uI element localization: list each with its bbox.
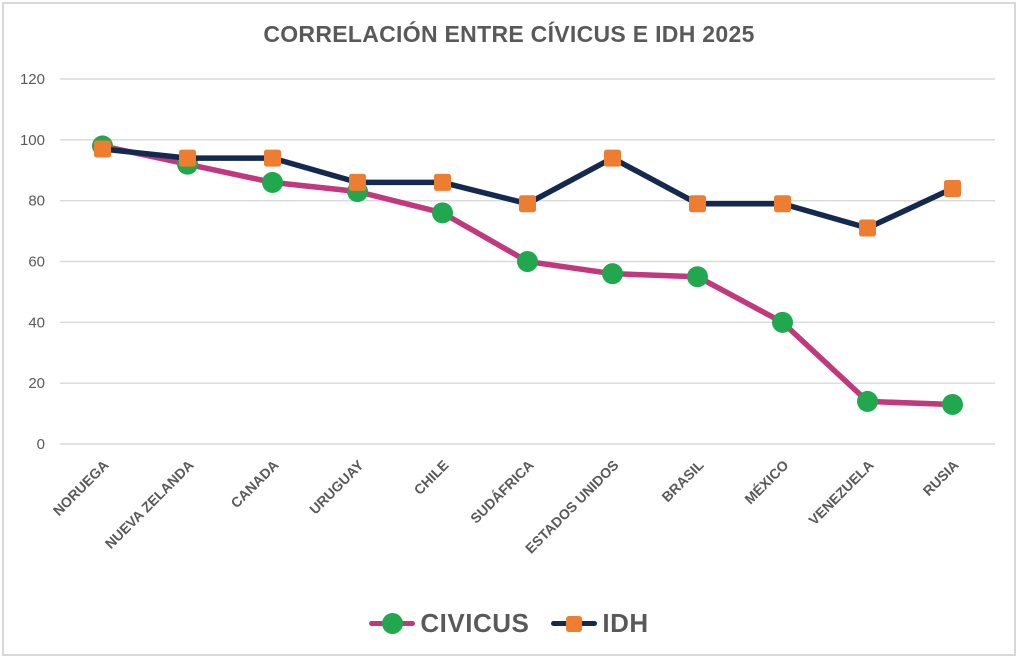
y-axis-tick-label: 120: [20, 71, 45, 88]
legend-item-idh[interactable]: IDH: [551, 608, 648, 639]
chart-title: CORRELACIÓN ENTRE CÍVICUS E IDH 2025: [263, 21, 755, 47]
data-point-civicus[interactable]: [602, 263, 623, 285]
x-axis-category-label: ESTADOS UNIDOS: [522, 457, 622, 557]
legend-item-civicus[interactable]: CIVICUS: [369, 608, 529, 639]
data-point-civicus[interactable]: [262, 171, 283, 193]
y-axis-tick-label: 80: [28, 193, 45, 210]
x-axis-category-label: VENEZUELA: [805, 457, 876, 528]
y-axis-tick-label: 0: [37, 436, 45, 453]
data-point-idh[interactable]: [774, 195, 791, 213]
idh-line: [99, 146, 956, 231]
x-axis-category-label: NUEVA ZELANDA: [102, 457, 197, 552]
data-point-idh[interactable]: [604, 149, 621, 167]
data-point-idh[interactable]: [944, 180, 961, 197]
civicus-line-marker-icon: [369, 613, 416, 635]
y-axis-tick-label: 20: [28, 375, 45, 392]
data-point-idh[interactable]: [264, 149, 281, 167]
civicus-line: [99, 143, 956, 408]
idh-line-marker-icon: [551, 613, 598, 635]
data-point-civicus[interactable]: [772, 311, 793, 333]
x-axis-category-label: CANADA: [227, 457, 281, 511]
data-point-idh[interactable]: [859, 219, 876, 237]
data-point-idh[interactable]: [94, 140, 111, 158]
y-axis-tick-label: 40: [28, 314, 45, 331]
legend-label-civicus: CIVICUS: [420, 608, 530, 638]
legend: CIVICUS IDH: [0, 608, 1018, 639]
data-point-civicus[interactable]: [687, 266, 708, 288]
x-axis-category-label: CHILE: [411, 457, 452, 498]
data-point-idh[interactable]: [689, 195, 706, 213]
x-axis-category-label: MÉXICO: [741, 457, 791, 507]
y-axis-tick-label: 100: [20, 132, 45, 149]
x-axis-category-label: SUDÁFRICA: [467, 457, 537, 527]
x-axis-category-label: RUSIA: [920, 457, 962, 499]
data-point-idh[interactable]: [434, 173, 451, 191]
data-point-idh[interactable]: [349, 173, 366, 191]
data-point-civicus[interactable]: [432, 202, 453, 224]
legend-label-idh: IDH: [602, 608, 649, 638]
data-point-civicus[interactable]: [942, 393, 963, 415]
data-point-civicus[interactable]: [517, 251, 538, 272]
y-axis-tick-label: 60: [28, 254, 45, 271]
data-point-idh[interactable]: [519, 195, 536, 213]
x-axis-category-label: NORUEGA: [50, 457, 112, 519]
data-point-civicus[interactable]: [857, 390, 878, 412]
x-axis-category-label: URUGUAY: [306, 456, 367, 517]
data-point-idh[interactable]: [179, 149, 196, 167]
x-axis-category-label: BRASIL: [658, 457, 706, 505]
